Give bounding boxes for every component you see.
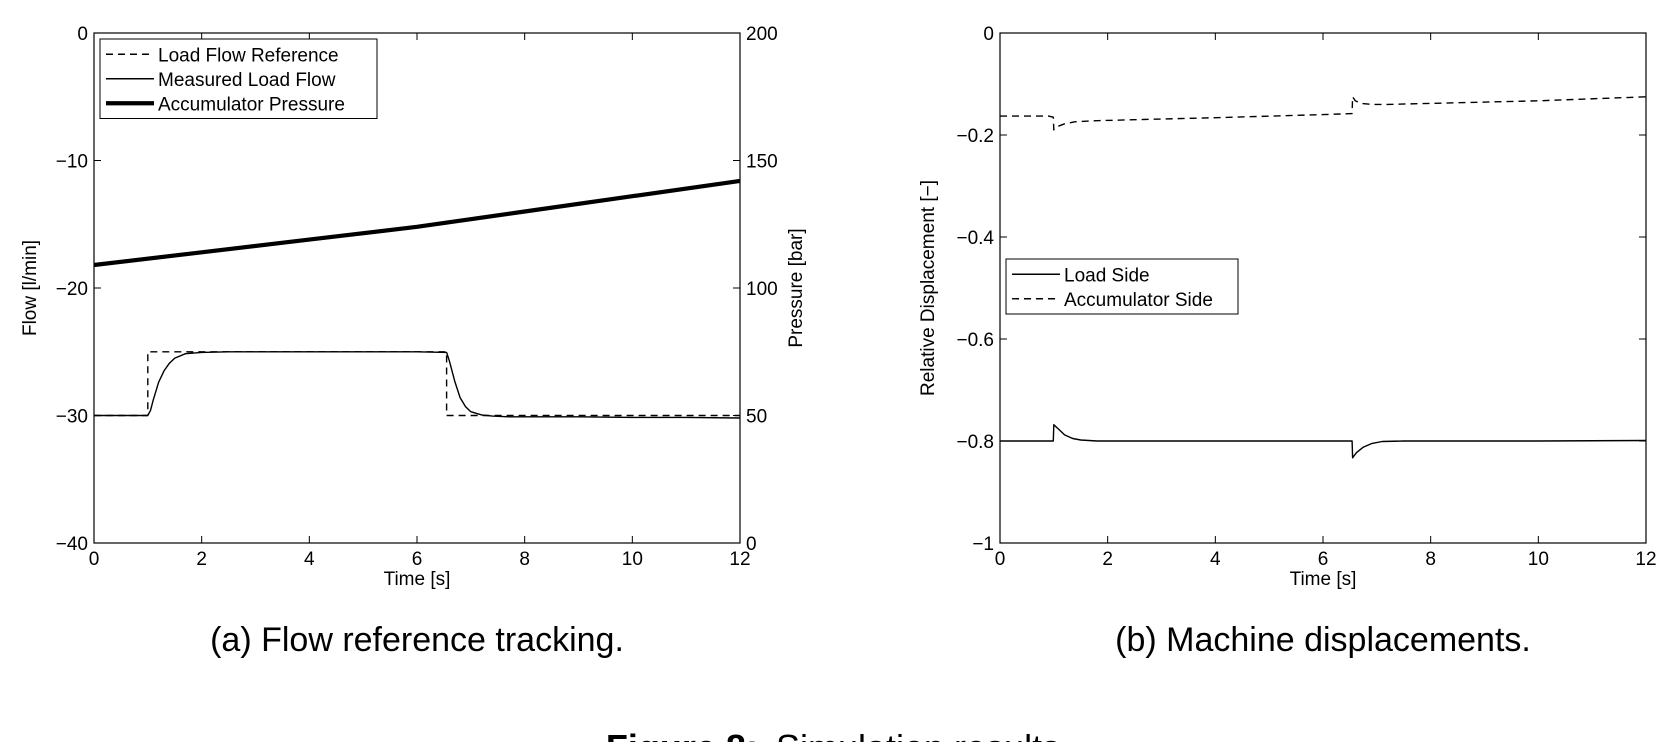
chart-b-y-axis-label: Relative Displacement [−] bbox=[918, 180, 939, 396]
series-line-3 bbox=[93, 178, 741, 268]
series-line-2 bbox=[94, 351, 741, 419]
y2-tick-label: 100 bbox=[746, 279, 778, 300]
y-tick-label: −0.6 bbox=[956, 330, 994, 351]
y-tick-label: −1 bbox=[972, 534, 994, 555]
x-tick-label: 2 bbox=[1102, 549, 1113, 570]
figure-title-label: Figure 8: bbox=[606, 727, 758, 742]
series-line-1 bbox=[1000, 424, 1647, 459]
y2-tick-label: 200 bbox=[746, 24, 778, 45]
chart-b-x-axis-label: Time [s] bbox=[1290, 569, 1357, 590]
y-tick-label: 0 bbox=[77, 24, 88, 45]
y-tick-label: −0.4 bbox=[956, 228, 994, 249]
x-tick-label: 10 bbox=[1528, 549, 1549, 570]
chart-a-y-axis-label: Flow [l/min] bbox=[20, 240, 41, 336]
chart-a-y2-axis-label: Pressure [bar] bbox=[786, 228, 807, 347]
chart-b-caption: (b) Machine displacements. bbox=[1115, 621, 1531, 659]
x-tick-label: 12 bbox=[729, 549, 750, 570]
y-tick-label: −20 bbox=[56, 279, 88, 300]
x-tick-label: 8 bbox=[519, 549, 530, 570]
legend-entry-label: Measured Load Flow bbox=[158, 70, 336, 91]
chart-b-legend: Load Side Accumulator Side bbox=[1005, 258, 1239, 315]
y2-tick-label: 50 bbox=[746, 407, 767, 428]
chart-a-caption: (a) Flow reference tracking. bbox=[210, 621, 624, 659]
legend-entry-label: Load Side bbox=[1064, 265, 1150, 286]
legend-entry-label: Accumulator Pressure bbox=[158, 94, 345, 115]
x-tick-label: 0 bbox=[89, 549, 100, 570]
y2-tick-label: 150 bbox=[746, 152, 778, 173]
chart-a-legend: Load Flow Reference Measured Load Flow Acc… bbox=[99, 38, 378, 119]
y-tick-label: −0.8 bbox=[956, 432, 994, 453]
x-tick-label: 6 bbox=[1318, 549, 1329, 570]
y-tick-label: 0 bbox=[983, 24, 994, 45]
x-tick-label: 10 bbox=[622, 549, 643, 570]
y2-tick-label: 0 bbox=[746, 534, 757, 555]
x-tick-label: 12 bbox=[1635, 549, 1656, 570]
chart-b-machine-displacements: 0 2 4 6 8 10 12 0 −0.2 −0.4 −0.6 −0.8 −1 Load Side Ac… bbox=[918, 24, 1657, 659]
chart-b-ticks: 0 2 4 6 8 10 12 0 −0.2 −0.4 −0.6 −0.8 −1 bbox=[956, 24, 1656, 570]
legend-entry-label: Accumulator Side bbox=[1064, 290, 1213, 311]
x-tick-label: 4 bbox=[304, 549, 315, 570]
chart-a-x-axis-label: Time [s] bbox=[384, 569, 451, 590]
chart-b-series bbox=[1000, 96, 1647, 459]
x-tick-label: 2 bbox=[196, 549, 207, 570]
x-tick-label: 0 bbox=[995, 549, 1006, 570]
legend-box bbox=[1005, 258, 1239, 315]
x-tick-label: 6 bbox=[412, 549, 423, 570]
x-tick-label: 8 bbox=[1425, 549, 1436, 570]
y-tick-label: −0.2 bbox=[956, 126, 994, 147]
x-tick-label: 4 bbox=[1210, 549, 1221, 570]
figure-title: Figure 8: Simulation results. bbox=[606, 727, 1070, 742]
legend-entry-label: Load Flow Reference bbox=[158, 45, 339, 66]
y-tick-label: −30 bbox=[56, 407, 88, 428]
figure-title-text: Simulation results. bbox=[776, 727, 1070, 742]
y-tick-label: −10 bbox=[56, 152, 88, 173]
y-tick-label: −40 bbox=[56, 534, 88, 555]
chart-a-series bbox=[93, 178, 741, 419]
